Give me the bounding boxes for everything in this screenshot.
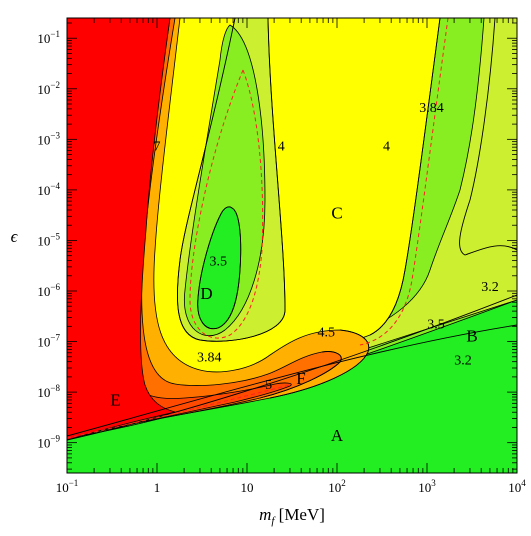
contour-label: 3.2 bbox=[454, 353, 472, 368]
region-label-e: E bbox=[110, 391, 120, 410]
contour-label: 3.84 bbox=[197, 351, 222, 366]
region-red bbox=[67, 18, 176, 441]
region-label-c: C bbox=[331, 204, 342, 223]
contour-label: 4 bbox=[383, 139, 390, 154]
contour-line-d bbox=[197, 206, 242, 330]
contour-line-g bbox=[269, 329, 370, 399]
region-label-b: B bbox=[466, 326, 477, 345]
x-tick-label: 102 bbox=[328, 478, 346, 495]
y-tick-label: 10−5 bbox=[37, 231, 60, 248]
contour-line-h bbox=[259, 351, 342, 399]
contour-labels: 7 4 4 3.84 3.5 3.2 3.5 3.84 4.5 5 3.2 bbox=[154, 101, 499, 393]
axis-ticks bbox=[66, 18, 518, 473]
inner-lightgreen-core bbox=[183, 24, 266, 336]
plot-area bbox=[67, 18, 517, 473]
contour-line-e bbox=[369, 18, 441, 336]
contour-line-b bbox=[67, 324, 517, 437]
dashed-contour-lower bbox=[67, 384, 291, 439]
contour-label: 7 bbox=[154, 139, 161, 154]
x-tick-label: 10−1 bbox=[56, 478, 79, 495]
contour-label: 3.5 bbox=[209, 255, 227, 270]
y-tick-label: 10−8 bbox=[37, 383, 60, 400]
contour-label: 4 bbox=[278, 139, 285, 154]
contour-line-c bbox=[176, 18, 286, 342]
region-label-f: F bbox=[296, 369, 305, 388]
y-tick-label: 10−2 bbox=[37, 80, 60, 97]
region-label-d: D bbox=[200, 284, 212, 303]
y-axis-title: ϵ bbox=[11, 227, 19, 246]
x-tick-label: 103 bbox=[418, 478, 436, 495]
contour-line-a bbox=[67, 294, 517, 441]
dashed-contour-right bbox=[359, 18, 449, 346]
y-tick-label: 10−3 bbox=[37, 130, 60, 147]
contour-label: 4.5 bbox=[317, 325, 335, 340]
y-tick-label: 10−9 bbox=[37, 434, 60, 451]
region-labels: A B C D E F bbox=[110, 204, 477, 445]
x-tick-label: 104 bbox=[508, 478, 526, 495]
region-label-a: A bbox=[331, 426, 344, 445]
contour-label: 3.2 bbox=[481, 280, 499, 295]
contour-label: 3.5 bbox=[427, 317, 445, 332]
contour-line-f bbox=[459, 18, 517, 256]
y-tick-label: 10−6 bbox=[37, 282, 60, 299]
x-axis-title: mf [MeV] bbox=[259, 505, 325, 527]
contour-label: 5 bbox=[265, 378, 272, 393]
x-tick-label: 1 bbox=[154, 480, 161, 495]
contour-label: 3.84 bbox=[419, 101, 444, 116]
tick-labels: 10−1 1 10 102 103 104 10−1 10−2 10−3 10−4 10−5 10−6… bbox=[37, 29, 526, 495]
y-tick-label: 10−1 bbox=[37, 29, 60, 46]
x-tick-label: 10 bbox=[241, 480, 254, 495]
y-tick-label: 10−4 bbox=[37, 181, 60, 198]
y-tick-label: 10−7 bbox=[37, 333, 60, 350]
dashed-contour-inner bbox=[189, 69, 264, 339]
